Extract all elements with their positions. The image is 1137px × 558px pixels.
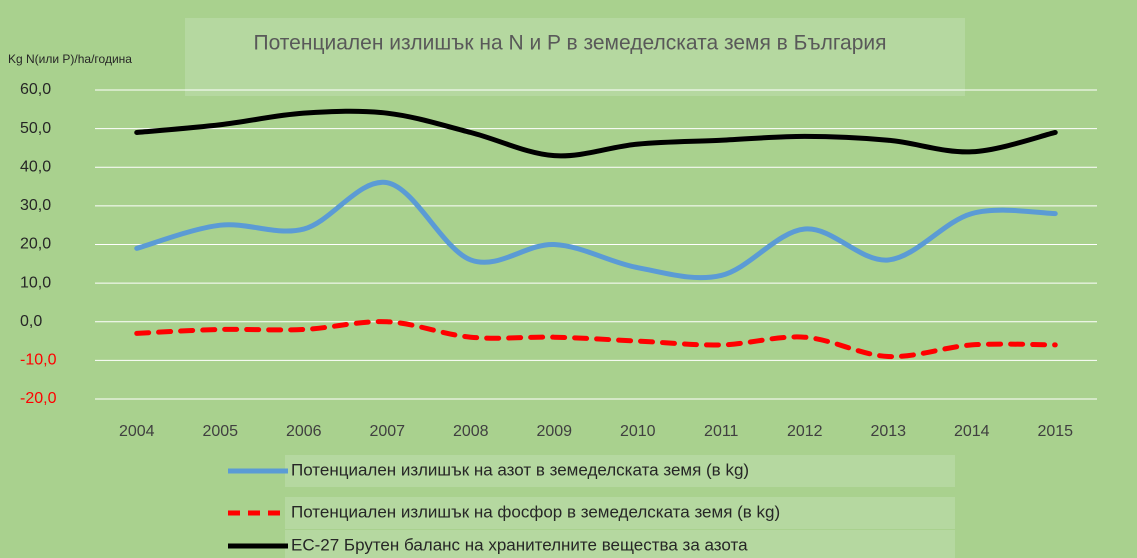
x-tick-label: 2006 xyxy=(286,423,322,440)
y-tick-label: -20,0 xyxy=(20,390,57,407)
x-tick-label: 2013 xyxy=(870,423,906,440)
legend-box xyxy=(285,530,955,558)
x-tick-label: 2014 xyxy=(954,423,990,440)
series-line xyxy=(134,319,1058,360)
x-tick-label: 2015 xyxy=(1037,423,1073,440)
y-tick-label: -10,0 xyxy=(20,352,57,369)
series-line xyxy=(134,108,1058,159)
y-tick-label: 10,0 xyxy=(20,274,51,291)
chart-title: Потенциален излишък на N и P в земеделск… xyxy=(253,32,886,55)
x-tick-label: 2009 xyxy=(536,423,572,440)
legend-box xyxy=(285,455,955,487)
y-tick-label: 20,0 xyxy=(20,236,51,253)
x-tick-label: 2012 xyxy=(787,423,823,440)
series-line xyxy=(134,179,1058,281)
legend-label: Потенциален излишък на фосфор в земеделс… xyxy=(291,502,780,521)
x-tick-label: 2005 xyxy=(202,423,238,440)
y-axis-label: Kg N(или P)/ha/година xyxy=(8,52,132,66)
legend-box xyxy=(285,497,955,529)
y-tick-label: 50,0 xyxy=(20,120,51,137)
x-tick-label: 2011 xyxy=(704,423,739,440)
legend-label: Потенциален излишък на азот в земеделска… xyxy=(291,460,749,479)
x-tick-label: 2008 xyxy=(453,423,489,440)
title-box xyxy=(185,18,965,96)
y-tick-label: 40,0 xyxy=(20,158,51,175)
x-tick-label: 2004 xyxy=(119,423,155,440)
y-tick-label: 60,0 xyxy=(20,81,51,98)
y-tick-label: 30,0 xyxy=(20,197,51,214)
y-tick-label: 0,0 xyxy=(20,313,42,330)
x-tick-label: 2010 xyxy=(620,423,656,440)
x-tick-label: 2007 xyxy=(369,423,405,440)
legend-label: ЕС-27 Брутен баланс на хранителните веще… xyxy=(291,535,748,554)
